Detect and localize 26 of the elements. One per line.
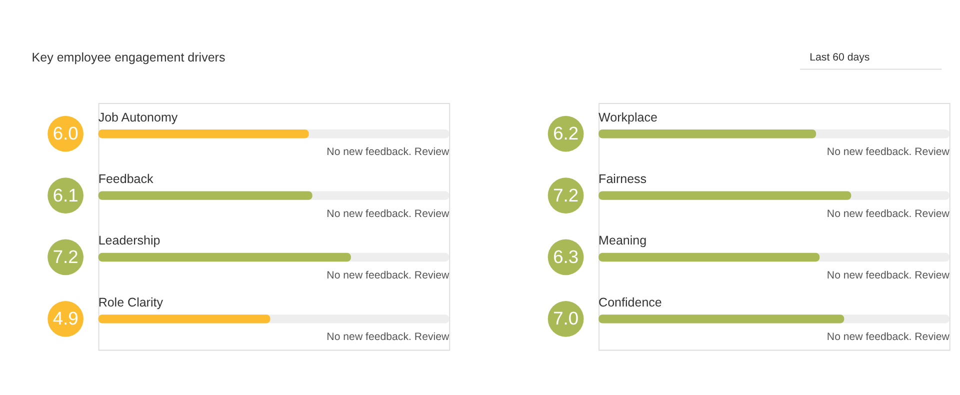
data-label: 4.9 <box>52 308 78 329</box>
annotation: No new feedback. Review <box>826 331 950 344</box>
data-label: 6.0 <box>52 122 78 144</box>
data-label: 7.0 <box>553 308 578 329</box>
annotation: No new feedback. Review <box>326 208 450 220</box>
category-label: Meaning <box>598 234 647 248</box>
category-label: Workplace <box>598 110 658 124</box>
annotation: No new feedback. Review <box>326 331 450 344</box>
data-label: 6.1 <box>52 184 78 206</box>
data-label: 6.2 <box>553 122 578 144</box>
annotation: No new feedback. Review <box>326 146 450 158</box>
annotation: No new feedback. Review <box>826 208 950 220</box>
category-label: Fairness <box>598 172 647 186</box>
annotation: No new feedback. Review <box>826 146 950 158</box>
data-label: 7.2 <box>553 184 578 206</box>
annotation: No new feedback. Review <box>826 269 950 282</box>
category-label: Role Clarity <box>98 295 163 310</box>
data-label: 7.2 <box>52 246 78 268</box>
data-label: 6.3 <box>553 246 578 268</box>
category-label: Confidence <box>598 295 662 310</box>
chart-title: Key employee engagement drivers <box>32 50 226 65</box>
chart-subtitle: Last 60 days <box>810 52 870 64</box>
category-label: Job Autonomy <box>98 110 178 124</box>
annotation: No new feedback. Review <box>326 269 450 282</box>
category-label: Leadership <box>98 234 160 248</box>
category-label: Feedback <box>98 172 154 186</box>
